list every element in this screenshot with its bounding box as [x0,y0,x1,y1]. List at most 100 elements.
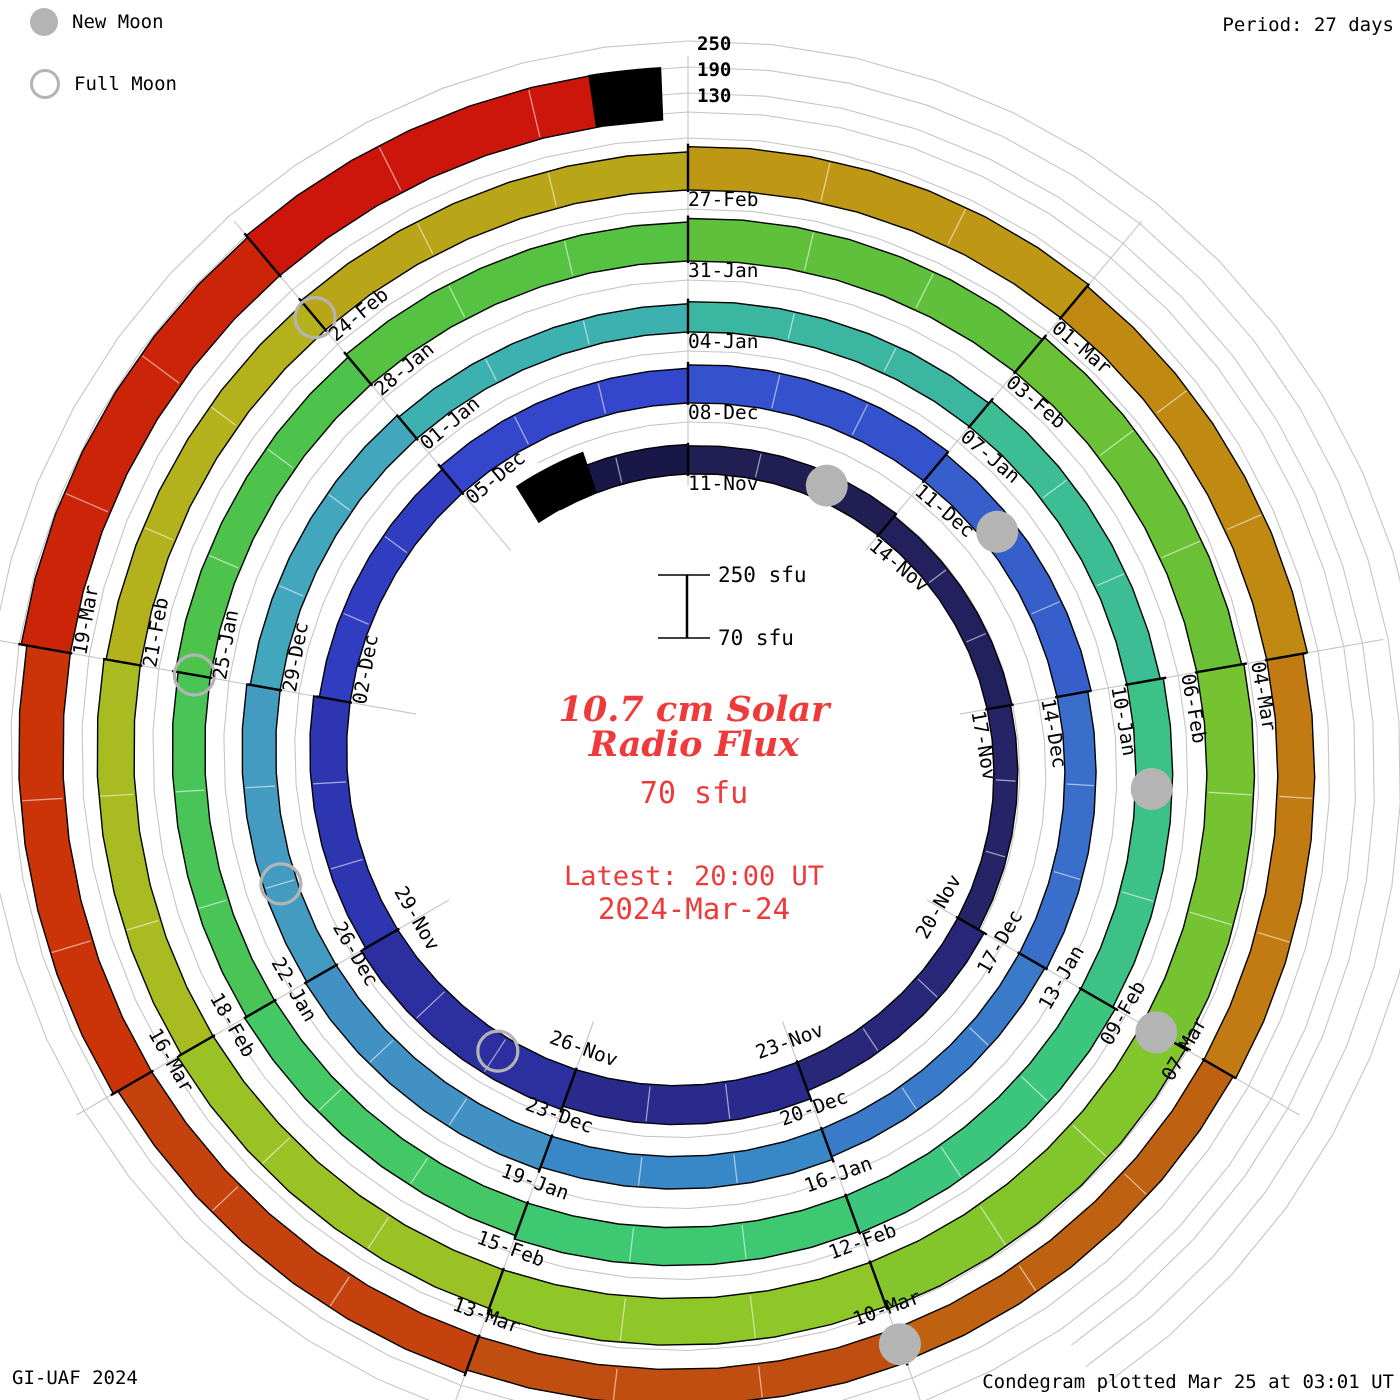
day-tick [378,147,402,191]
day-tick [979,1206,1007,1246]
flux-segment [486,1261,888,1346]
day-tick [619,1298,626,1341]
day-tick [278,585,304,597]
segment-divider-tick [1058,283,1091,321]
day-tick [1053,870,1081,880]
day-tick [330,858,363,870]
day-tick [126,919,159,931]
segment-divider-tick [513,1200,530,1239]
day-tick [612,1368,618,1400]
day-tick [1031,601,1060,615]
day-tick [749,1295,756,1339]
segment-divider-tick [298,297,328,333]
day-tick [928,569,947,584]
day-tick [22,797,63,802]
segment-divider-tick [1194,662,1248,674]
date-label: 11-Nov [688,472,758,495]
segment-divider-tick [921,451,949,484]
day-tick [1066,783,1094,787]
radial-axis-250: 250 [697,33,732,55]
new-moon-marker [805,464,848,507]
segment-divider-tick [559,1067,578,1113]
segment-divider-tick [1201,1057,1237,1080]
day-tick [917,978,938,998]
day-tick [265,879,295,890]
full-moon-marker [293,296,337,340]
day-tick [367,1217,390,1249]
day-tick [175,789,205,793]
grid-spoke [864,220,1143,551]
day-tick [245,785,276,789]
segment-divider-tick [537,1134,554,1174]
day-tick [262,1137,291,1164]
day-tick [1226,514,1262,531]
segment-divider-tick [819,1126,835,1163]
latest-time-label: Latest: 20:00 UT [563,861,825,892]
segment-divider-tick [178,1034,216,1058]
flux-scale-bar: 250 sfu 70 sfu [658,563,807,650]
day-tick [1042,479,1068,499]
day-tick [528,90,541,138]
day-tick [985,850,1006,858]
day-tick [862,1028,879,1051]
day-tick [820,162,831,202]
segment-divider-tick [243,998,277,1020]
date-label: 27-Feb [688,188,758,211]
day-tick [1020,1076,1048,1102]
day-tick [547,172,557,207]
day-tick [733,1154,738,1183]
day-tick [211,406,237,427]
day-tick [1257,932,1290,943]
day-tick [1161,540,1201,559]
day-tick [915,273,934,309]
day-tick [485,358,498,381]
day-tick [1099,430,1134,456]
day-tick [966,632,987,643]
source-credit: GI-UAF 2024 [12,1367,138,1389]
day-tick [141,355,180,384]
segment-divider-tick [868,1260,889,1310]
flux-segment [513,1194,860,1267]
scale-bar-bottom-label: 70 sfu [718,626,794,650]
day-tick [267,448,294,469]
legend-full-moon: Full Moon [30,69,177,99]
segment-divider-tick [247,683,283,692]
day-tick [851,403,869,435]
segment-divider-tick [303,963,339,985]
day-tick [1124,1173,1147,1195]
full-moon-marker [172,653,216,697]
segment-divider-tick [343,351,374,387]
latest-date-label: 2024-Mar-24 [597,892,791,927]
day-tick [803,232,815,271]
day-tick [563,240,574,276]
segment-divider-tick [486,1267,505,1312]
day-tick [1279,795,1313,800]
new-moon-icon [30,8,58,36]
day-tick [416,991,445,1019]
day-tick [883,347,897,372]
segment-divider-tick [967,397,995,429]
day-tick [313,781,347,785]
day-tick [1121,891,1154,902]
new-moon-marker [976,510,1019,553]
day-tick [757,1365,763,1398]
day-tick [198,899,227,910]
day-tick [416,222,434,255]
spiral-start-cap [515,451,597,524]
day-ticks [18,90,1313,1400]
segment-divider-tick [463,1334,481,1377]
radial-axis-190: 190 [697,59,732,81]
day-tick [645,1086,651,1122]
day-tick [144,527,174,541]
full-moon-label: Full Moon [74,73,177,95]
segment-divider-tick [955,915,988,936]
flux-segment [561,1061,812,1126]
full-moon-marker [259,862,303,906]
date-label: 31-Jan [688,259,758,282]
day-tick [483,1039,507,1072]
day-tick [318,1088,342,1111]
day-tick [208,554,239,569]
radial-axis-130: 130 [697,85,732,107]
current-flux-value: 70 sfu [639,776,749,811]
